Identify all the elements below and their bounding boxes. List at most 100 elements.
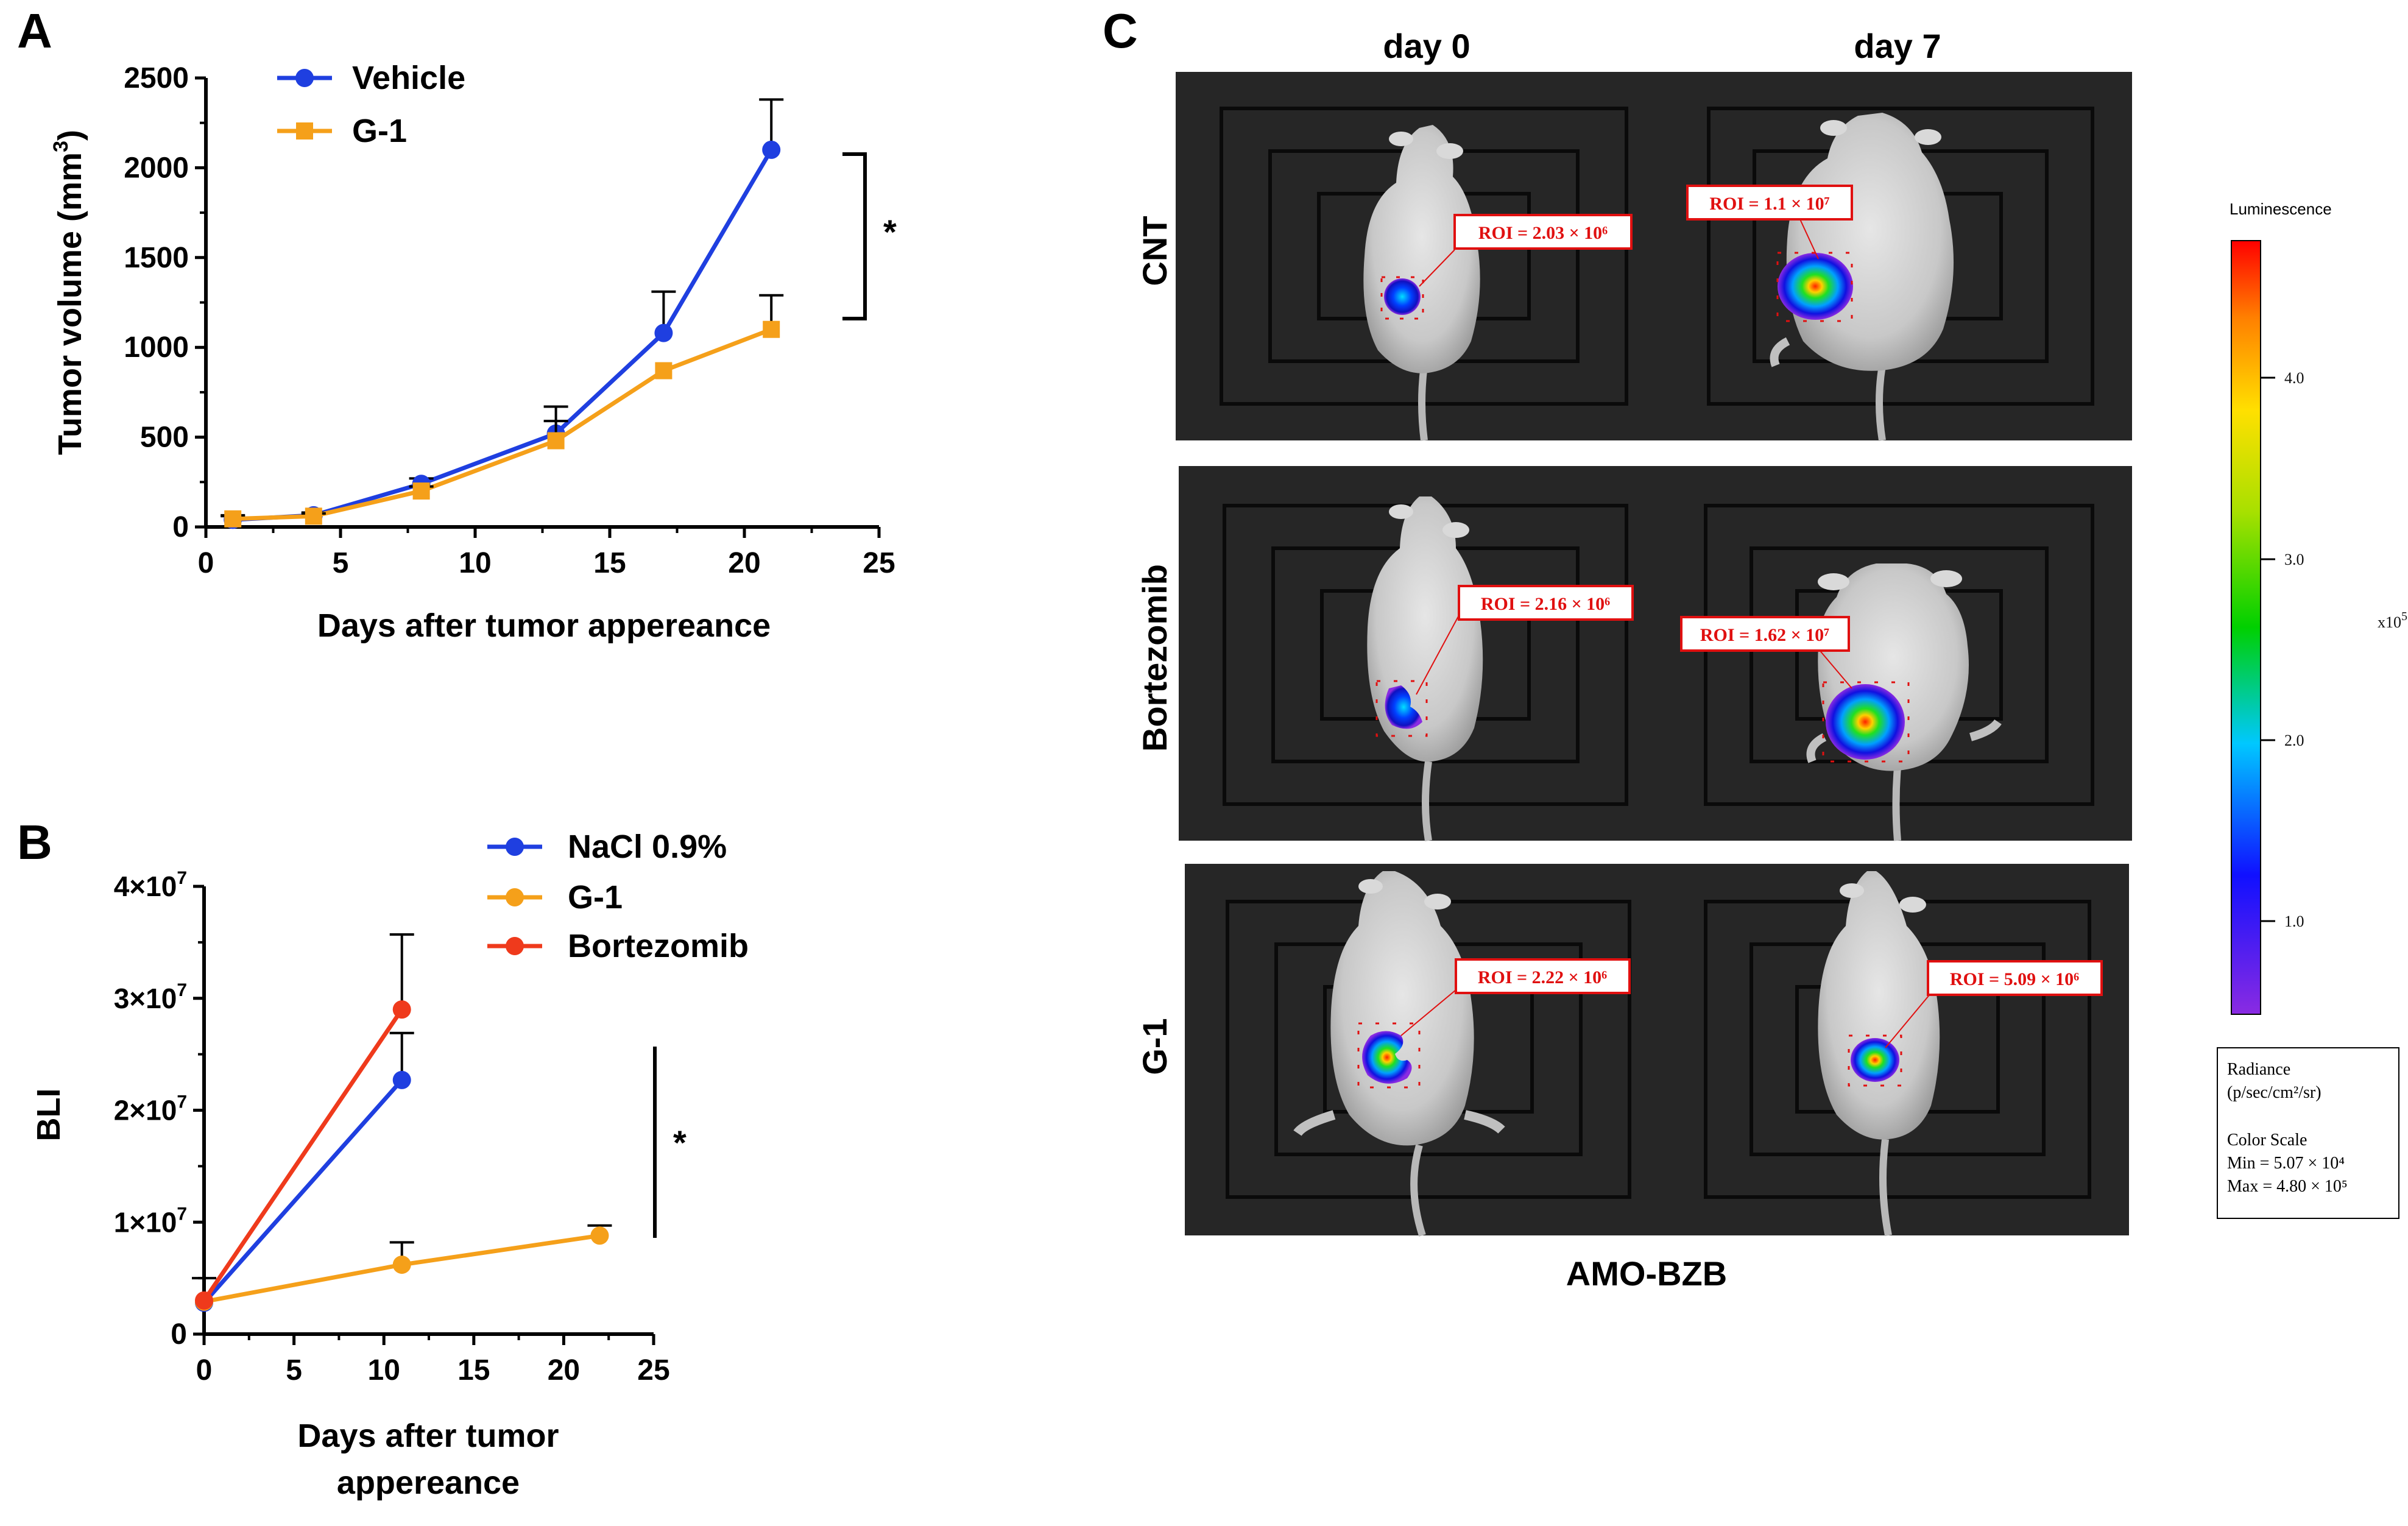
bioluminescence-signal — [1826, 684, 1905, 760]
panel-label-a: A — [17, 4, 52, 58]
significance-star-a: * — [883, 213, 897, 251]
legend-marker-nacl — [506, 838, 524, 856]
legend-label-nacl: NaCl 0.9% — [568, 828, 727, 865]
y-tick-label: 3×107 — [114, 980, 187, 1014]
chart-a: 0 5 10 15 20 25 0 500 1000 1500 2000 2500 Days afte… — [49, 60, 897, 644]
legend-item-vehicle: Vehicle — [277, 60, 465, 96]
roi-label-cnt-day7: ROI = 1.1 × 10⁷ — [1709, 194, 1829, 214]
data-point — [654, 323, 673, 342]
data-point — [655, 362, 673, 380]
colorbar-tick: 4.0 — [2284, 369, 2304, 387]
roi-label-cnt-day0: ROI = 2.03 × 10⁶ — [1478, 223, 1608, 243]
bioluminescence-signal — [1851, 1038, 1899, 1082]
data-point — [392, 1000, 411, 1019]
mouse-silhouette — [1330, 871, 1474, 1146]
chart-a-ticks: 0 5 10 15 20 25 0 500 1000 1500 2000 2500 — [124, 62, 895, 579]
legend-item-nacl: NaCl 0.9% — [487, 828, 727, 865]
y-tick-label: 1000 — [124, 331, 189, 364]
imaging-tile-bortezomib-day7: ROI = 1.62 × 10⁷ — [1666, 466, 2132, 841]
x-tick-label: 20 — [548, 1354, 580, 1386]
colorbar-multiplier-base: x10 — [2378, 613, 2401, 631]
panel-label-b: B — [17, 815, 52, 869]
y-tick-label: 0 — [172, 511, 189, 543]
legend-label-g1-b: G-1 — [568, 879, 623, 916]
legend-item-g1: G-1 — [277, 113, 407, 149]
panel-label-c: C — [1103, 4, 1138, 58]
x-tick-label: 10 — [459, 547, 491, 579]
significance-bracket-a — [842, 152, 867, 320]
chart-b-ticks: 0 5 10 15 20 25 0 1×107 2×107 3×107 4×107 — [114, 868, 670, 1386]
legend-colorscale: Color Scale — [2227, 1131, 2307, 1150]
significance-star-b: * — [673, 1123, 687, 1162]
row-label-g1: G-1 — [1135, 1018, 1174, 1075]
luminescence-colorbar: Luminescence 1.0 2.0 3.0 4.0 x105 Radian… — [2217, 200, 2407, 1219]
chart-a-ylabel: Tumor volume (mm3) — [49, 130, 88, 455]
legend-radiance: Radiance — [2227, 1060, 2290, 1079]
x-tick-label: 5 — [286, 1354, 302, 1386]
data-point — [547, 432, 565, 450]
legend-item-bortezomib: Bortezomib — [487, 928, 749, 964]
row-label-bortezomib: Bortezomib — [1135, 564, 1174, 752]
chart-a-ylabel-sup: 3 — [49, 141, 72, 152]
x-tick-label: 25 — [637, 1354, 669, 1386]
roi-label-g1-day7: ROI = 5.09 × 10⁶ — [1950, 969, 2079, 989]
data-point — [392, 1070, 411, 1089]
chart-a-legend: Vehicle G-1 — [277, 60, 465, 149]
imaging-tile-cnt-day0: ROI = 2.03 × 10⁶ — [1176, 72, 1672, 441]
legend-max: Max = 4.80 × 10⁵ — [2227, 1177, 2348, 1196]
roi-box-bortezomib-day0 — [1458, 585, 1634, 621]
x-tick-label: 0 — [196, 1354, 213, 1386]
data-point — [590, 1226, 609, 1245]
colorbar-legend-box — [2217, 1047, 2399, 1219]
roi-label-bortezomib-day7: ROI = 1.62 × 10⁷ — [1700, 625, 1829, 645]
mouse-silhouette — [1818, 871, 1940, 1140]
x-tick-label: 15 — [593, 547, 626, 579]
colorbar-multiplier: x105 — [2378, 610, 2407, 631]
series-line — [233, 149, 774, 522]
y-tick-label: 500 — [140, 422, 189, 454]
panel-c-footer: AMO-BZB — [1566, 1254, 1727, 1293]
series-line — [202, 1008, 404, 1302]
roi-label-g1-day0: ROI = 2.22 × 10⁶ — [1478, 967, 1607, 987]
legend-marker-g1-b — [506, 888, 524, 906]
bioluminescence-signal — [1778, 253, 1853, 320]
legend-min: Min = 5.07 × 10⁴ — [2227, 1154, 2345, 1173]
colorbar-gradient — [2231, 240, 2261, 1015]
colorbar-multiplier-exp: 5 — [2401, 610, 2407, 623]
imaging-tile-cnt-day7: ROI = 1.1 × 10⁷ — [1669, 72, 2132, 441]
colorbar-tick: 1.0 — [2284, 913, 2304, 930]
roi-box-cnt-day0 — [1453, 214, 1633, 250]
chart-b-significance: * — [653, 1047, 687, 1238]
chart-a-ylabel-main: Tumor volume (mm — [52, 152, 88, 455]
chart-b-xlabel-line2: appereance — [337, 1464, 520, 1501]
imaging-tile-bortezomib-day0: ROI = 2.16 × 10⁶ — [1179, 466, 1672, 841]
series-line — [202, 1078, 404, 1304]
row-label-cnt: CNT — [1135, 216, 1174, 286]
legend-marker-g1 — [296, 122, 313, 140]
series-line — [233, 327, 772, 521]
data-point — [195, 1291, 213, 1310]
x-tick-label: 25 — [863, 547, 895, 579]
legend-item-g1-b: G-1 — [487, 879, 623, 916]
colorbar-title: Luminescence — [2230, 200, 2332, 218]
x-tick-label: 0 — [198, 547, 214, 579]
chart-a-series — [221, 98, 784, 529]
chart-b: 0 5 10 15 20 25 0 1×107 2×107 3×107 4×107 Days aft… — [30, 828, 749, 1501]
bioluminescence-signal — [1385, 685, 1422, 729]
data-point — [305, 507, 322, 525]
legend-marker-bortezomib — [506, 937, 524, 955]
roi-box-cnt-day7 — [1686, 185, 1853, 221]
roi-label-bortezomib-day0: ROI = 2.16 × 10⁶ — [1481, 594, 1610, 614]
x-tick-label: 20 — [728, 547, 760, 579]
x-tick-label: 15 — [457, 1354, 490, 1386]
y-tick-label: 2000 — [124, 152, 189, 184]
chart-b-legend: NaCl 0.9% G-1 Bortezomib — [487, 828, 749, 964]
chart-b-xlabel-line1: Days after tumor — [297, 1418, 559, 1454]
chart-a-ylabel-close: ) — [52, 130, 88, 141]
roi-box-g1-day7 — [1927, 960, 2103, 996]
legend-label-vehicle: Vehicle — [352, 60, 465, 96]
y-tick-label: 2×107 — [114, 1092, 187, 1126]
y-tick-label: 4×107 — [114, 868, 187, 902]
colorbar-tick: 2.0 — [2284, 732, 2304, 749]
legend-units: (p/sec/cm²/sr) — [2227, 1083, 2321, 1102]
